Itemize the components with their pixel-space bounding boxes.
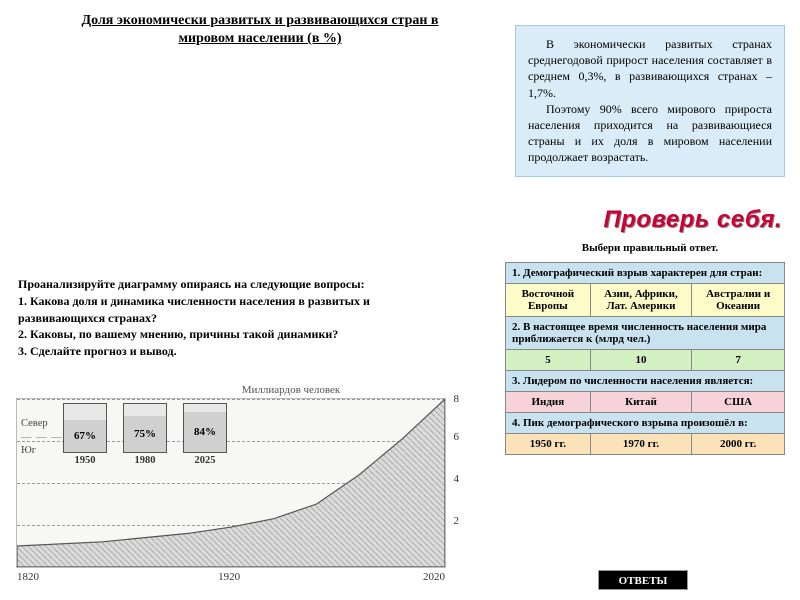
ytick-8: 8 [454, 393, 460, 405]
ytick-4: 4 [454, 473, 460, 485]
inset-bar-year: 2025 [183, 455, 227, 466]
quiz-q4-opt-a[interactable]: 1950 гг. [506, 434, 591, 455]
analysis-intro: Проанализируйте диаграмму опираясь на сл… [18, 276, 418, 293]
inset-bar-value: 84% [184, 412, 226, 452]
answers-button[interactable]: ОТВЕТЫ [598, 570, 688, 590]
quiz-q2-opt-b[interactable]: 10 [590, 350, 692, 371]
quiz-q4-opt-c[interactable]: 2000 гг. [692, 434, 785, 455]
pick-instruction: Выбери правильный ответ. [515, 242, 785, 254]
north-south-labels: Север — — — Юг [21, 417, 63, 458]
inset-bar-year: 1980 [123, 455, 167, 466]
inset-bar-2025: 84% 2025 [183, 403, 227, 466]
inset-bar-year: 1950 [63, 455, 107, 466]
ytick-2: 2 [454, 515, 460, 527]
xtick-1920: 1920 [218, 571, 240, 583]
analysis-questions: Проанализируйте диаграмму опираясь на сл… [18, 276, 418, 360]
info-paragraph-2: Поэтому 90% всего мирового прироста насе… [528, 101, 772, 166]
analysis-q3: 3. Сделайте прогноз и вывод. [18, 343, 418, 360]
quiz-q3-opt-b[interactable]: Китай [590, 392, 692, 413]
inset-bar-value: 67% [64, 420, 106, 452]
inset-bar-1950: 67% 1950 [63, 403, 107, 466]
quiz-q1: 1. Демографический взрыв характерен для … [506, 263, 785, 284]
xtick-1820: 1820 [17, 571, 39, 583]
chart-plot-area: 8 6 4 2 1820 1920 2020 Север — — — Юг 67… [16, 398, 446, 568]
analysis-q2: 2. Каковы, по вашему мнению, причины так… [18, 326, 418, 343]
ytick-6: 6 [454, 431, 460, 443]
inset-bar-group: 67% 1950 75% 1980 84% 2025 [63, 403, 227, 466]
info-panel: В экономически развитых странах среднего… [515, 25, 785, 177]
quiz-table: 1. Демографический взрыв характерен для … [505, 262, 785, 455]
analysis-q1: 1. Какова доля и динамика численности на… [18, 293, 418, 327]
quiz-q4: 4. Пик демографического взрыва произошёл… [506, 413, 785, 434]
divider-line: — — — [21, 431, 63, 445]
check-yourself-heading: Проверь себя. [522, 206, 782, 234]
south-label: Юг [21, 444, 63, 458]
population-chart: Миллиардов человек 8 6 4 2 1820 1920 202… [16, 384, 446, 578]
quiz-q4-opt-b[interactable]: 1970 гг. [590, 434, 692, 455]
inset-bar-1980: 75% 1980 [123, 403, 167, 466]
quiz-q1-opt-a[interactable]: Восточной Европы [506, 284, 591, 317]
quiz-q3-opt-a[interactable]: Индия [506, 392, 591, 413]
quiz-q3-opt-c[interactable]: США [692, 392, 785, 413]
quiz-q2: 2. В настоящее время численность населен… [506, 317, 785, 350]
quiz-q2-opt-a[interactable]: 5 [506, 350, 591, 371]
xtick-2020: 2020 [423, 571, 445, 583]
page-title: Доля экономически развитых и развивающих… [70, 12, 450, 48]
chart-y-unit-label: Миллиардов человек [136, 384, 446, 396]
quiz-q1-opt-b[interactable]: Азии, Африки, Лат. Америки [590, 284, 692, 317]
north-label: Север [21, 417, 63, 431]
inset-bar-value: 75% [124, 416, 166, 452]
quiz-q1-opt-c[interactable]: Австралии и Океании [692, 284, 785, 317]
quiz-q2-opt-c[interactable]: 7 [692, 350, 785, 371]
quiz-q3: 3. Лидером по численности населения явля… [506, 371, 785, 392]
info-paragraph-1: В экономически развитых странах среднего… [528, 36, 772, 101]
